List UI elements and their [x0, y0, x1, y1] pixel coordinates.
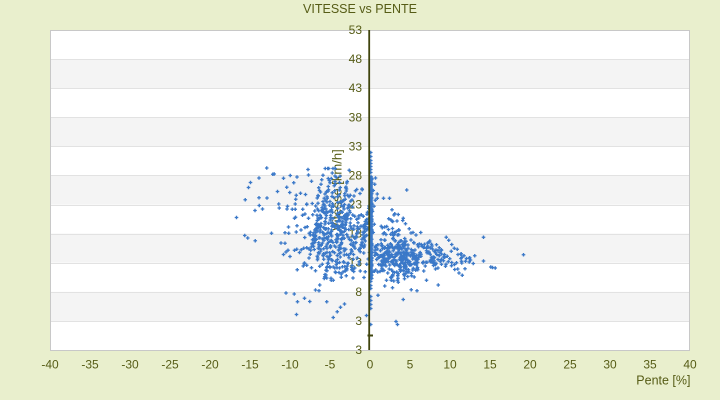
svg-text:-35: -35 [81, 358, 99, 372]
svg-text:-5: -5 [325, 358, 336, 372]
svg-text:-40: -40 [41, 358, 59, 372]
svg-text:38: 38 [349, 110, 363, 124]
svg-text:Pente [%]: Pente [%] [636, 374, 690, 388]
svg-text:33: 33 [349, 139, 363, 153]
svg-text:0: 0 [367, 358, 374, 372]
svg-text:3: 3 [355, 343, 362, 357]
svg-text:15: 15 [483, 358, 497, 372]
svg-text:43: 43 [349, 81, 363, 95]
svg-text:30: 30 [603, 358, 617, 372]
svg-text:8: 8 [355, 285, 362, 299]
svg-text:-30: -30 [121, 358, 139, 372]
svg-text:28: 28 [349, 169, 363, 183]
svg-text:3: 3 [355, 314, 362, 328]
svg-text:-15: -15 [241, 358, 259, 372]
svg-text:48: 48 [349, 52, 363, 66]
svg-text:-25: -25 [161, 358, 179, 372]
svg-text:-10: -10 [281, 358, 299, 372]
svg-text:5: 5 [407, 358, 414, 372]
svg-text:53: 53 [349, 23, 363, 37]
svg-text:40: 40 [683, 358, 697, 372]
svg-text:-20: -20 [201, 358, 219, 372]
svg-text:VITESSE vs PENTE: VITESSE vs PENTE [303, 2, 417, 16]
svg-text:20: 20 [523, 358, 537, 372]
svg-text:35: 35 [643, 358, 657, 372]
svg-text:10: 10 [443, 358, 457, 372]
svg-text:25: 25 [563, 358, 577, 372]
